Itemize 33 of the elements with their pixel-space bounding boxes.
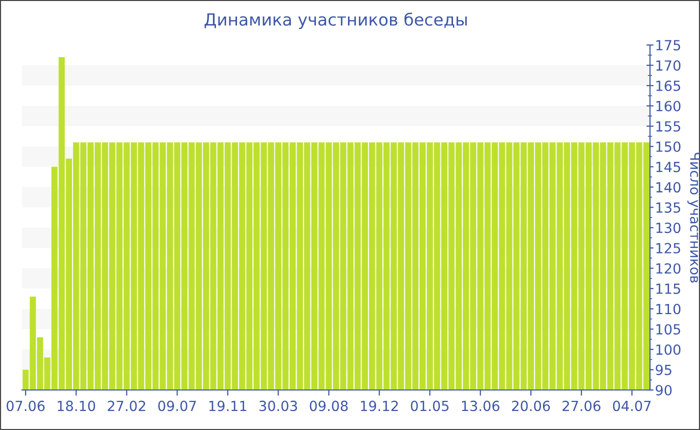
y-tick-label: 155 — [656, 121, 680, 132]
y-axis-title: Число участников — [687, 152, 700, 283]
y-tick-label: 170 — [656, 60, 680, 71]
y-tick-label: 160 — [656, 100, 680, 112]
y-tick-label: 105 — [656, 324, 680, 335]
x-tick-label: 19.12 — [360, 400, 398, 412]
y-tick-label: 130 — [656, 222, 680, 234]
x-tick-label: 27.02 — [108, 400, 146, 412]
x-tick-label: 04.07 — [612, 400, 651, 412]
x-tick-label: 18.10 — [58, 400, 96, 412]
y-tick-label: 140 — [656, 182, 680, 193]
x-tick-label: 27.06 — [562, 400, 600, 412]
y-tick-label: 175 — [656, 40, 680, 50]
y-tick-label: 95 — [656, 364, 672, 376]
y-tick-label: 125 — [656, 242, 680, 254]
y-tick-label: 150 — [656, 141, 680, 152]
x-tick-label: 20.06 — [512, 400, 550, 412]
y-tick-label: 120 — [656, 263, 680, 274]
y-tick-label: 90 — [656, 384, 672, 396]
y-tick-label: 115 — [656, 284, 680, 294]
y-tick-label: 110 — [656, 304, 680, 314]
x-tick-label: 09.07 — [158, 400, 196, 412]
y-tick-label: 100 — [656, 344, 680, 355]
x-tick-label: 13.06 — [462, 400, 500, 412]
y-tick-label: 135 — [656, 202, 680, 213]
x-tick-label: 09.08 — [310, 400, 348, 412]
x-tick-label: 07.06 — [6, 400, 45, 412]
y-tick-label: 145 — [656, 162, 680, 172]
y-tick-label: 165 — [656, 80, 680, 92]
x-tick-label: 19.11 — [209, 400, 246, 412]
x-tick-label: 30.03 — [259, 400, 298, 412]
chart-title: Динамика участников беседы — [204, 12, 467, 30]
x-tick-label: 01.05 — [410, 400, 449, 412]
